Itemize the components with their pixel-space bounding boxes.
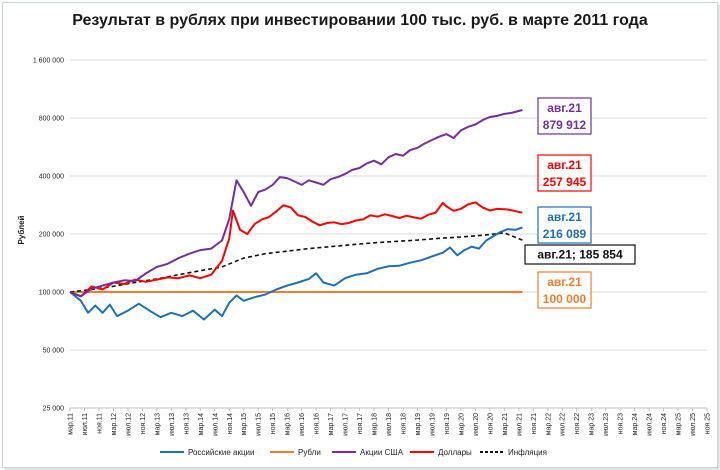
x-tick-label: ноя.23	[618, 413, 625, 434]
annotation-text: 100 000	[543, 292, 587, 306]
annotation-text: 879 912	[543, 118, 587, 132]
x-tick-label: июл.24	[647, 413, 654, 436]
y-axis-label: Рублей	[17, 215, 26, 244]
x-tick-label: июл.14	[212, 413, 219, 436]
y-axis-ticks: 25 000 50 000 100 000 200 000 400 000 800 000…	[33, 58, 64, 413]
annotation-box	[537, 271, 592, 309]
x-tick-label: июл.12	[125, 413, 132, 436]
x-tick-label: ноя.19	[444, 413, 451, 434]
annotation-box	[537, 206, 592, 244]
annotation-box	[537, 97, 592, 135]
x-tick-label: июл.22	[560, 413, 567, 436]
annotations: авг.21 879 912 авг.21 257 945 авг.21 216 089 а…	[524, 97, 636, 309]
x-tick-label: июл.13	[169, 413, 176, 436]
legend-label: Российские акции	[188, 448, 254, 457]
x-tick-label: июл.15	[256, 413, 263, 436]
annotation-text: авг.21	[547, 101, 582, 115]
chart-title: Результат в рублях при инвестировании 10…	[72, 12, 648, 29]
x-tick-label: июл.16	[299, 413, 306, 436]
legend-label: Доллары	[438, 448, 472, 457]
x-tick-label: ноя.12	[140, 413, 147, 434]
x-tick-label: ноя.16	[314, 413, 321, 434]
x-tick-label: ноя.17	[357, 413, 364, 434]
x-tick-label: мар.16	[285, 413, 292, 435]
series-line	[69, 226, 523, 321]
x-tick-label: мар.14	[198, 413, 205, 435]
x-axis: мар.11 июл.11 ноя.11 мар.12 июл.12 ноя.12 мар.…	[68, 407, 712, 436]
x-tick-label: мар.13	[154, 413, 161, 435]
y-tick-label: 50 000	[43, 348, 65, 355]
x-tick-label: ноя.15	[270, 413, 277, 434]
x-tick-label: мар.22	[545, 413, 552, 435]
annotation-text: авг.21	[547, 210, 582, 224]
series-line	[69, 201, 523, 298]
annotation-box	[537, 154, 592, 192]
legend-label: Акции США	[360, 448, 404, 457]
annotation-text: авг.21	[547, 275, 582, 289]
x-tick-label: июл.17	[343, 413, 350, 436]
x-tick-label: июл.23	[603, 413, 610, 436]
x-tick-label: ноя.14	[227, 413, 234, 434]
x-tick-label: ноя.25	[705, 413, 712, 434]
x-tick-label: ноя.13	[183, 413, 190, 434]
x-tick-label: мар.23	[589, 413, 596, 435]
y-tick-label: 400 000	[39, 174, 64, 181]
series-lines	[69, 109, 523, 321]
x-tick-label: мар.17	[328, 413, 335, 435]
x-tick-label: июл.20	[473, 413, 480, 436]
legend-label: Рубли	[298, 448, 321, 457]
x-tick-label: мар.18	[372, 413, 379, 435]
x-tick-label: ноя.11	[96, 413, 103, 434]
annotation-text: 257 945	[543, 175, 587, 189]
annotation-text: авг.21; 185 854	[537, 248, 623, 262]
series-line	[69, 232, 523, 293]
y-tick-label: 1 600 000	[33, 58, 64, 65]
x-tick-label: мар.21	[502, 413, 509, 435]
series-line	[69, 109, 523, 298]
x-tick-label: мар.20	[458, 413, 465, 435]
x-tick-label: июл.19	[429, 413, 436, 436]
y-tick-label: 100 000	[39, 290, 64, 297]
x-tick-label: мар.15	[241, 413, 248, 435]
annotation-box	[524, 244, 636, 265]
x-tick-label: июл.11	[82, 413, 89, 435]
y-tick-label: 200 000	[39, 232, 64, 239]
x-tick-label: мар.11	[68, 413, 75, 435]
gridlines	[70, 59, 707, 409]
y-tick-label: 800 000	[39, 116, 64, 123]
x-tick-label: июл.18	[386, 413, 393, 436]
x-tick-label: мар.25	[676, 413, 683, 435]
x-tick-label: июл.25	[690, 413, 697, 436]
x-tick-label: ноя.20	[487, 413, 494, 434]
x-tick-label: мар.19	[415, 413, 422, 435]
x-tick-label: мар.24	[632, 413, 639, 435]
x-tick-label: ноя.22	[574, 413, 581, 434]
annotation-text: авг.21	[547, 158, 582, 172]
annotation-text: 216 089	[543, 227, 587, 241]
legend: Российские акции Рубли Акции США Доллары Инф…	[160, 448, 547, 457]
x-tick-label: ноя.24	[661, 413, 668, 434]
x-tick-label: июл.21	[516, 413, 523, 436]
x-tick-label: ноя.21	[531, 413, 538, 434]
x-tick-label: ноя.18	[400, 413, 407, 434]
x-tick-label: мар.12	[111, 413, 118, 435]
legend-label: Инфляция	[508, 448, 547, 457]
y-tick-label: 25 000	[43, 406, 65, 413]
